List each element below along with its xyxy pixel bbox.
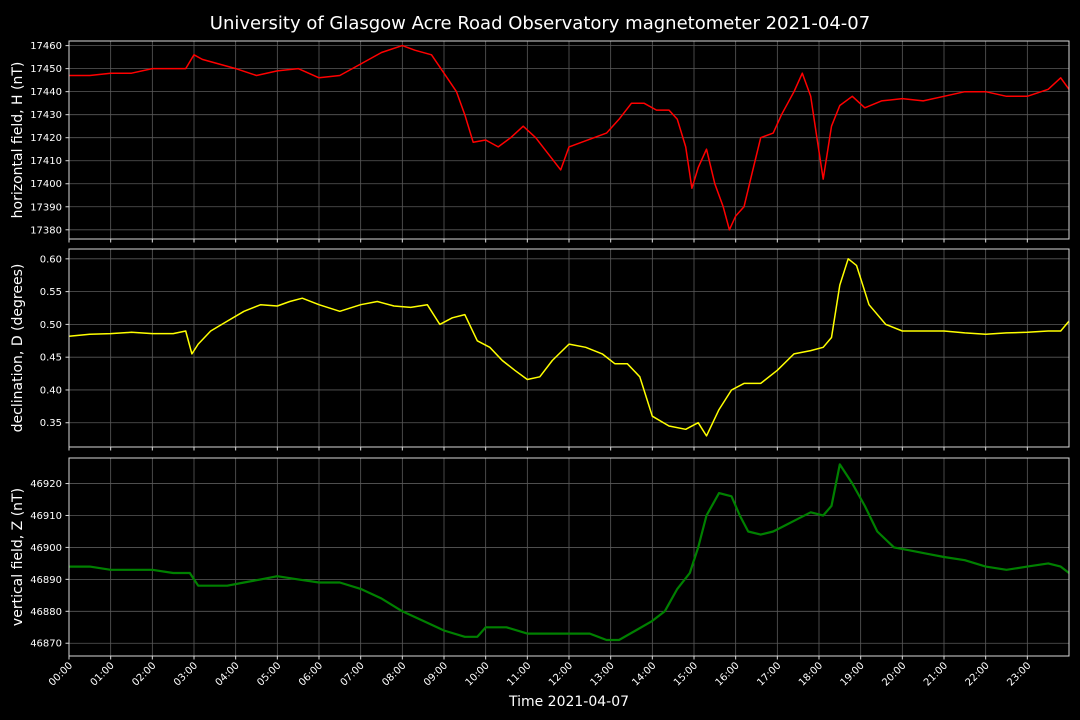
horizontal-field-ytick-label: 17430 <box>30 110 62 121</box>
declination-ytick-label: 0.45 <box>40 353 62 364</box>
chart-title: University of Glasgow Acre Road Observat… <box>210 13 870 34</box>
declination-ytick-label: 0.35 <box>40 418 62 429</box>
declination-y-axis-label: declination, D (degrees) <box>10 264 26 433</box>
vertical-field-frame <box>68 457 1070 657</box>
vertical-field-ytick-label: 46870 <box>30 639 62 650</box>
vertical-field-y-axis-label: vertical field, Z (nT) <box>10 488 26 626</box>
horizontal-field-y-axis-label: horizontal field, H (nT) <box>10 62 26 219</box>
x-axis-label: Time 2021-04-07 <box>508 694 629 710</box>
horizontal-field-ytick-label: 17440 <box>30 87 62 98</box>
declination-frame <box>68 248 1070 448</box>
vertical-field-ytick-label: 46910 <box>30 511 62 522</box>
horizontal-field-ytick-label: 17460 <box>30 41 62 52</box>
declination-ytick-label: 0.55 <box>40 287 62 298</box>
vertical-field-ytick-label: 46890 <box>30 575 62 586</box>
horizontal-field-ytick-label: 17390 <box>30 202 62 213</box>
vertical-field-ytick-label: 46920 <box>30 479 62 490</box>
horizontal-field-ytick-label: 17380 <box>30 225 62 236</box>
horizontal-field-ytick-label: 17450 <box>30 64 62 75</box>
horizontal-field-frame <box>68 40 1070 240</box>
declination-ytick-label: 0.40 <box>40 385 62 396</box>
horizontal-field-ytick-label: 17410 <box>30 156 62 167</box>
declination-series-line <box>68 258 1070 437</box>
horizontal-field-ytick-label: 17400 <box>30 179 62 190</box>
declination-ytick-label: 0.50 <box>40 320 62 331</box>
vertical-field-series-line <box>69 463 1070 642</box>
horizontal-field-series-line <box>69 44 1070 231</box>
horizontal-field-ytick-label: 17420 <box>30 133 62 144</box>
vertical-field-ytick-label: 46900 <box>30 543 62 554</box>
declination-ytick-label: 0.60 <box>40 254 62 265</box>
vertical-field-ytick-label: 46880 <box>30 607 62 618</box>
